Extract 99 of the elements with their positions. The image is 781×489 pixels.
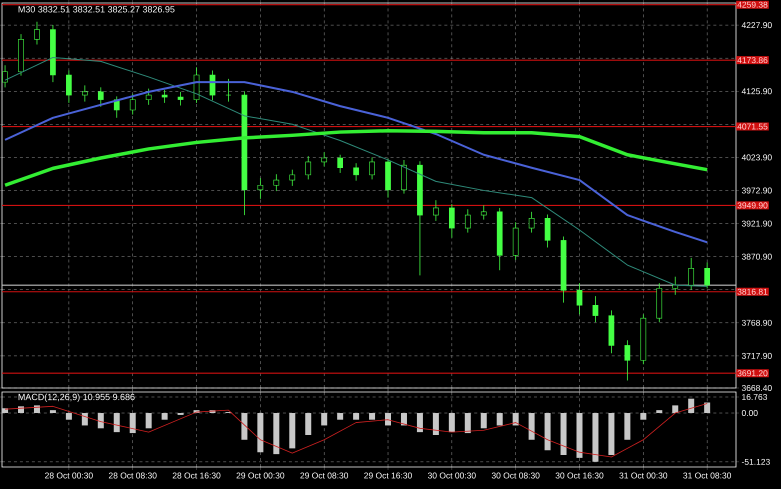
candlestick — [146, 88, 152, 106]
y-tick-label: 3668.40 — [742, 385, 772, 391]
candlestick — [273, 174, 280, 192]
bar — [337, 413, 344, 420]
bar — [353, 413, 360, 420]
candlestick — [480, 204, 487, 220]
x-tick-label: 31 Oct 08:30 — [683, 472, 732, 479]
bar — [273, 413, 280, 454]
y-tick-label: -51.123 — [742, 458, 770, 465]
candlestick — [162, 90, 168, 104]
x-tick-label: 29 Oct 16:30 — [364, 472, 412, 479]
candlestick — [448, 204, 455, 238]
bar — [2, 408, 8, 414]
y-tick-label: 3768.90 — [742, 320, 772, 326]
bar — [464, 413, 471, 434]
candlestick — [34, 21, 40, 45]
ref-line-label: 4071.55 — [737, 124, 768, 130]
bar — [66, 413, 72, 420]
candlestick — [369, 156, 375, 180]
x-tick-label: 28 Oct 08:30 — [108, 472, 157, 479]
bar — [640, 413, 646, 420]
bar — [704, 402, 710, 414]
ref-line-label: 4259.38 — [737, 2, 768, 8]
bar — [385, 413, 392, 426]
bar — [416, 413, 423, 432]
ref-line-label: 3949.90 — [738, 202, 768, 208]
bar — [608, 413, 614, 456]
candlestick — [305, 156, 312, 180]
candlestick — [66, 70, 72, 104]
candlestick — [704, 262, 710, 289]
candlestick — [688, 257, 694, 290]
ref-line-label: 3691.20 — [738, 370, 768, 376]
candlestick — [258, 178, 264, 200]
bar — [528, 413, 535, 440]
bar — [672, 405, 678, 414]
x-tick-label: 28 Oct 00:30 — [45, 472, 93, 479]
bar — [321, 413, 328, 426]
candlestick — [226, 78, 232, 102]
chart-title: MACD(12,26,9) 10.955 9.686 — [18, 394, 135, 402]
candlestick — [592, 296, 598, 322]
bar — [82, 413, 88, 426]
bar — [656, 410, 662, 414]
x-tick-label: 31 Oct 00:30 — [619, 472, 668, 479]
candlestick — [433, 200, 439, 222]
bar — [480, 413, 487, 428]
y-tick-label: 3717.90 — [742, 352, 772, 359]
bar — [114, 413, 120, 432]
y-tick-label: 0.00 — [742, 410, 758, 416]
bar — [432, 413, 439, 435]
y-tick-label: 3870.90 — [742, 254, 772, 260]
candlestick — [289, 169, 296, 186]
candlestick — [464, 208, 471, 233]
bar — [560, 413, 567, 456]
ref-line-label: 3816.81 — [738, 288, 768, 295]
x-tick-label: 30 Oct 00:30 — [428, 472, 476, 479]
bar — [688, 398, 694, 414]
bar — [130, 413, 136, 434]
candlestick — [528, 211, 534, 233]
candlestick — [353, 162, 359, 182]
x-tick-label: 29 Oct 00:30 — [236, 472, 284, 479]
candlestick — [624, 340, 630, 381]
y-tick-label: 4125.90 — [742, 88, 772, 94]
bar — [257, 413, 264, 452]
bar — [305, 413, 312, 435]
y-tick-label: 4023.90 — [742, 154, 772, 160]
candlestick — [98, 86, 104, 108]
y-tick-label: 16.763 — [742, 394, 768, 400]
candlestick — [321, 152, 328, 167]
x-tick-label: 30 Oct 16:30 — [556, 472, 604, 479]
bar — [496, 413, 503, 426]
y-tick-label: 4227.90 — [742, 22, 772, 28]
bar — [400, 413, 407, 426]
bar — [369, 413, 376, 420]
bar — [241, 413, 248, 440]
bar — [50, 410, 56, 414]
bar — [624, 413, 630, 440]
bar — [592, 413, 598, 462]
bar — [162, 413, 168, 420]
bar — [289, 413, 296, 448]
x-tick-label: 29 Oct 08:30 — [300, 472, 348, 479]
candlestick — [178, 91, 184, 106]
ref-line-label: 4173.86 — [737, 57, 768, 64]
y-tick-label: 3921.90 — [742, 220, 772, 227]
candlestick — [544, 214, 550, 248]
candlestick — [576, 282, 582, 315]
candlestick — [130, 93, 136, 115]
bar — [576, 413, 582, 458]
bar — [146, 413, 152, 428]
bar — [448, 413, 455, 432]
bar — [512, 413, 519, 426]
x-tick-label: 28 Oct 16:30 — [172, 472, 220, 479]
y-tick-label: 3972.90 — [742, 188, 772, 194]
bar — [544, 413, 551, 450]
candlestick — [337, 154, 343, 174]
candlestick — [82, 84, 88, 102]
bar — [98, 413, 104, 428]
candlestick — [210, 70, 216, 101]
x-tick-label: 30 Oct 08:30 — [492, 472, 540, 479]
chart-title: M30 3832.51 3832.51 3825.27 3826.95 — [18, 6, 175, 12]
